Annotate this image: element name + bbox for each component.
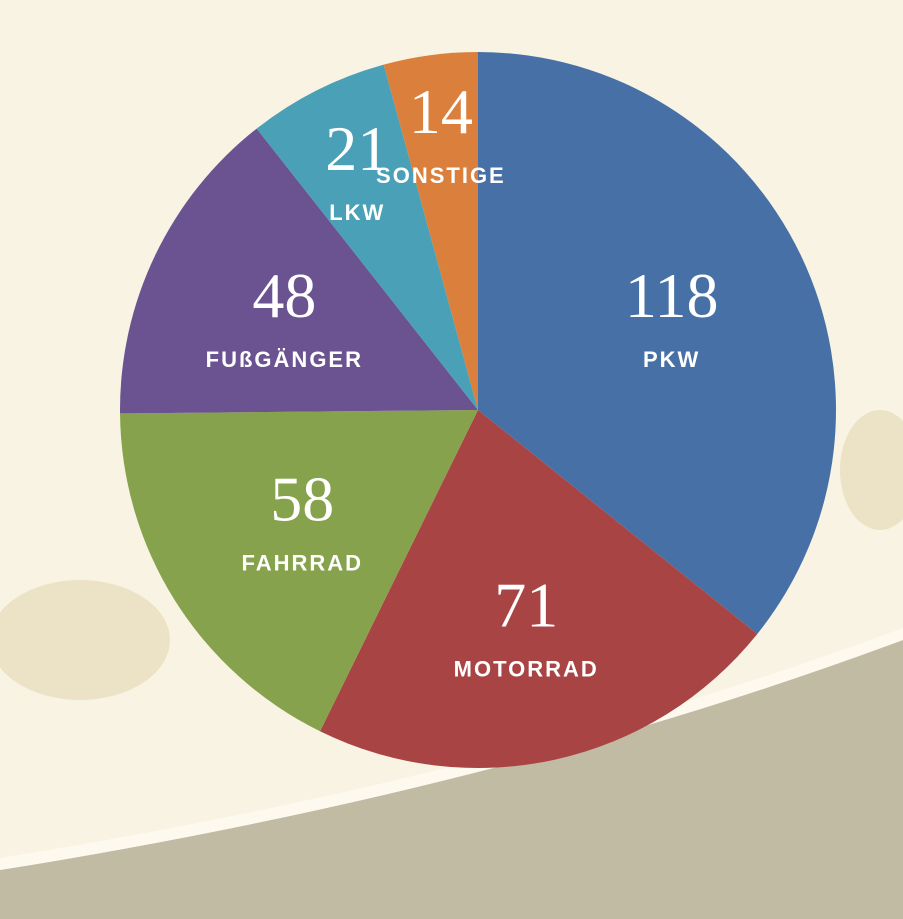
value-label: 48 — [252, 260, 316, 331]
value-label: 14 — [409, 76, 473, 147]
value-label: 58 — [270, 464, 334, 535]
value-label: 71 — [494, 570, 558, 641]
category-label: FUßGÄNGER — [206, 347, 363, 372]
value-label: 118 — [625, 260, 719, 331]
category-label: FAHRRAD — [241, 551, 363, 576]
category-label: PKW — [643, 347, 700, 372]
chart: 118PKW71MOTORRAD58FAHRRAD48FUßGÄNGER21LK… — [0, 0, 903, 919]
category-label: LKW — [329, 200, 385, 225]
category-label: SONSTIGE — [376, 163, 506, 188]
category-label: MOTORRAD — [454, 657, 599, 682]
